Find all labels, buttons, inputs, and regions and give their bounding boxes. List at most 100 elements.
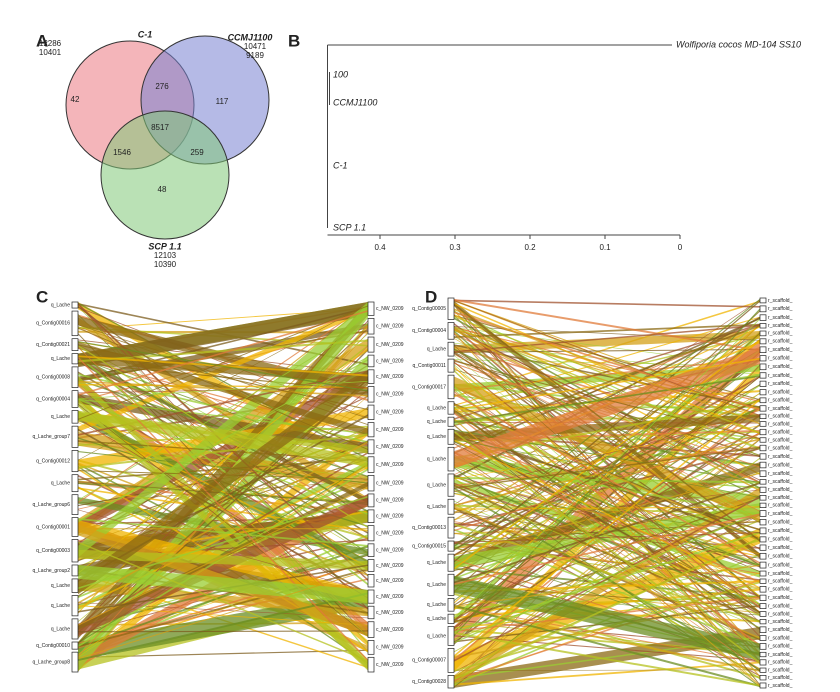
synteny-link xyxy=(78,495,368,590)
synteny-link xyxy=(454,523,760,623)
panel-label: D xyxy=(425,287,437,306)
synteny-link xyxy=(454,531,760,633)
reference-contig xyxy=(759,635,767,641)
reference-contig xyxy=(367,493,375,508)
reference-contig xyxy=(367,509,375,523)
reference-contig xyxy=(759,479,767,485)
query-contig xyxy=(447,626,455,646)
query-contig xyxy=(447,341,455,357)
reference-label: c_NW_0209 xyxy=(376,563,404,569)
query-contig xyxy=(447,516,455,539)
x-tick-label: 0.2 xyxy=(524,243,536,252)
reference-contig xyxy=(759,495,767,501)
reference-label: r_scaffold_ xyxy=(768,627,793,633)
query-contig xyxy=(447,553,455,572)
reference-contig xyxy=(367,456,375,473)
reference-label: r_scaffold_ xyxy=(768,619,793,625)
synteny-link xyxy=(454,357,760,411)
synteny-link xyxy=(454,300,760,398)
synteny-link xyxy=(454,300,760,563)
reference-contig xyxy=(759,486,767,493)
reference-label: c_NW_0209 xyxy=(376,374,404,380)
reference-label: r_scaffold_ xyxy=(768,660,793,666)
synteny-link xyxy=(454,453,760,671)
query-contig xyxy=(447,613,455,624)
reference-label: c_NW_0209 xyxy=(376,324,404,330)
query-label: q_Lache xyxy=(51,414,70,420)
synteny-link xyxy=(78,323,368,501)
reference-contig xyxy=(367,656,375,673)
synteny-link xyxy=(454,359,760,484)
reference-label: c_NW_0209 xyxy=(376,306,404,312)
synteny-link xyxy=(454,342,760,376)
synteny-link xyxy=(454,484,760,623)
reference-label: r_scaffold_ xyxy=(768,635,793,641)
reference-contig xyxy=(367,559,375,572)
synteny-link xyxy=(78,486,368,626)
query-contig xyxy=(447,322,455,340)
query-label: q_Contig00013 xyxy=(412,525,446,531)
synteny-link xyxy=(454,521,760,543)
synteny-link xyxy=(454,482,760,584)
query-label: q_Contig00007 xyxy=(412,658,446,664)
query-contig xyxy=(447,401,455,415)
query-label: q_Lache_group6 xyxy=(32,502,70,508)
synteny-link xyxy=(454,465,760,605)
region-count: 117 xyxy=(216,97,229,106)
reference-contig xyxy=(759,586,767,593)
reference-label: r_scaffold_ xyxy=(768,364,793,370)
region-count: 259 xyxy=(190,148,204,157)
query-label: q_Lache xyxy=(427,405,446,411)
set-name: SCP 1.1 xyxy=(148,241,181,251)
query-label: q_Lache_group2 xyxy=(32,568,70,574)
link-layer xyxy=(454,298,760,688)
synteny-link xyxy=(78,302,368,368)
query-contig xyxy=(71,651,79,673)
query-contig xyxy=(71,641,79,650)
query-label: q_Lache xyxy=(427,346,446,352)
synteny-link xyxy=(454,346,760,469)
reference-contig xyxy=(367,475,375,492)
reference-contig xyxy=(759,380,767,387)
leaf-label: C-1 xyxy=(333,160,348,170)
reference-label: r_scaffold_ xyxy=(768,323,793,329)
reference-label: r_scaffold_ xyxy=(768,562,793,568)
reference-label: r_scaffold_ xyxy=(768,356,793,362)
query-contig xyxy=(71,366,79,389)
reference-contig xyxy=(759,626,767,633)
region-count: 48 xyxy=(158,185,167,194)
synteny-link xyxy=(454,500,760,628)
region-count: 8517 xyxy=(151,123,169,132)
synteny-link xyxy=(454,513,760,586)
reference-label: r_scaffold_ xyxy=(768,528,793,534)
query-contig xyxy=(71,564,79,577)
x-tick-label: 0.1 xyxy=(599,243,611,252)
synteny-link xyxy=(78,346,368,631)
panel-label: A xyxy=(36,31,48,50)
query-contig xyxy=(71,578,79,593)
reference-label: c_NW_0209 xyxy=(376,480,404,486)
reference-contig xyxy=(759,519,767,526)
set-total: 12103 xyxy=(154,251,177,260)
synteny-link xyxy=(454,631,760,687)
support-value: 100 xyxy=(333,69,348,79)
query-label: q_Contig00017 xyxy=(412,384,446,390)
synteny-link xyxy=(454,532,760,543)
reference-contig xyxy=(759,413,767,419)
query-label: q_Contig00008 xyxy=(36,375,70,381)
query-contig xyxy=(71,301,79,309)
synteny-link xyxy=(454,348,760,353)
query-contig xyxy=(447,573,455,596)
synteny-link xyxy=(454,438,760,679)
query-label: q_Lache xyxy=(427,582,446,588)
reference-contig xyxy=(759,570,767,577)
synteny-link xyxy=(454,442,760,606)
reference-label: c_NW_0209 xyxy=(376,514,404,520)
query-label: q_Contig00010 xyxy=(36,643,70,649)
query-label: q_Contig00003 xyxy=(36,548,70,554)
set-total: 10390 xyxy=(154,260,177,269)
reference-contig xyxy=(759,682,767,689)
reference-contig xyxy=(367,336,375,353)
query-label: q_Lache xyxy=(427,633,446,639)
synteny-link xyxy=(78,403,368,637)
